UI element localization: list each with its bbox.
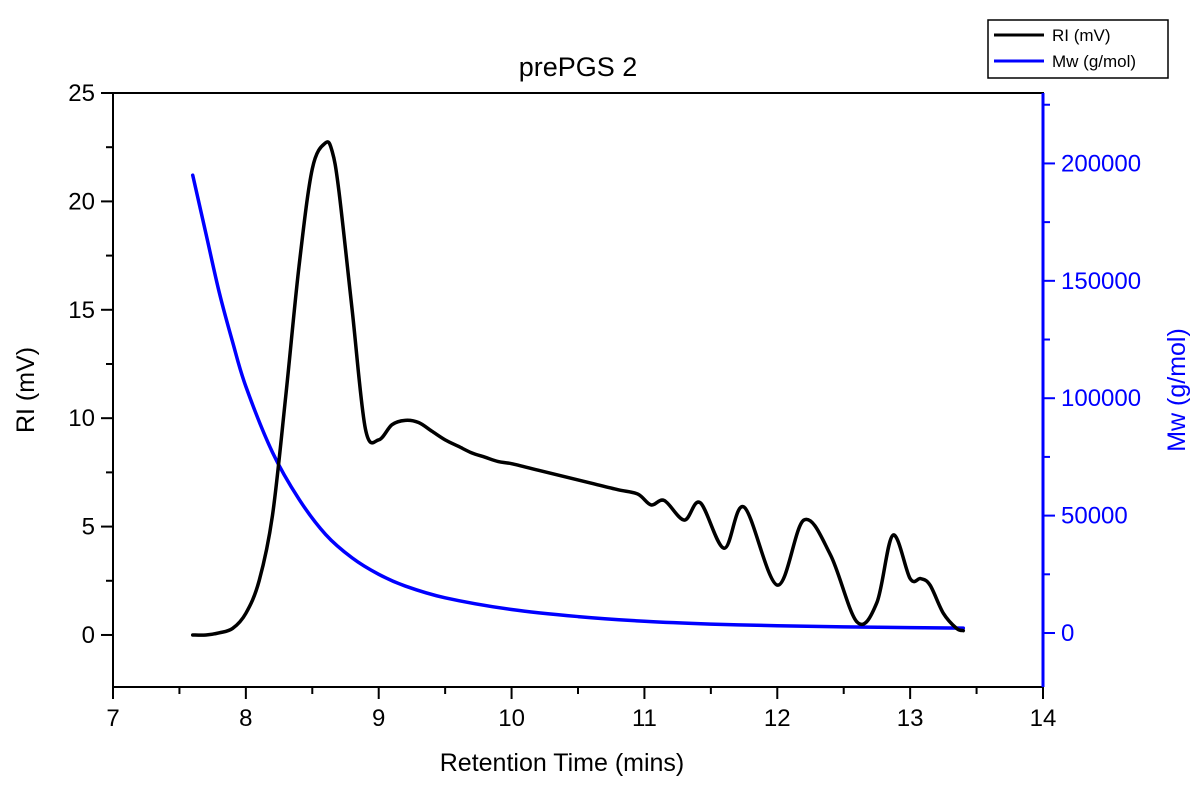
y-axis-label: RI (mV) <box>12 347 40 433</box>
chart-title: prePGS 2 <box>519 52 638 82</box>
x-tick-label: 10 <box>498 705 525 732</box>
x-tick-label: 7 <box>106 705 119 732</box>
x-tick-label: 12 <box>764 705 791 732</box>
legend: RI (mV) Mw (g/mol) <box>987 19 1169 79</box>
x-tick-label: 11 <box>632 705 657 732</box>
y-tick-label: 10 <box>68 405 95 432</box>
legend-ri-label: RI (mV) <box>1052 26 1111 45</box>
x-tick-label: 13 <box>897 705 924 732</box>
x-axis-label: Retention Time (mins) <box>440 749 685 777</box>
y-tick-label: 5 <box>82 514 95 541</box>
y2-tick-label: 150000 <box>1061 268 1141 295</box>
y-tick-label: 20 <box>68 188 95 215</box>
series-line-mw <box>190 173 966 630</box>
series-line-ri <box>190 140 966 637</box>
y2-tick-label: 100000 <box>1061 385 1141 412</box>
x-tick-label: 9 <box>372 705 385 732</box>
legend-mw-label: Mw (g/mol) <box>1052 52 1136 71</box>
x-tick-label: 14 <box>1030 705 1057 732</box>
y2-tick-label: 0 <box>1061 620 1074 647</box>
y-tick-label: 25 <box>68 80 95 107</box>
series-layer <box>190 140 966 637</box>
y2-tick-label: 50000 <box>1061 503 1128 530</box>
x-tick-label: 8 <box>239 705 252 732</box>
y2-axis-label: Mw (g/mol) <box>1163 328 1191 452</box>
y-tick-label: 15 <box>68 297 95 324</box>
legend-box <box>987 19 1169 79</box>
y2-tick-label: 200000 <box>1061 150 1141 177</box>
y-tick-label: 0 <box>82 622 95 649</box>
ticks-layer: 7 8 9 10 11 12 13 14 0 5 10 15 20 25 0 50000 100000 15000… <box>68 80 1141 732</box>
